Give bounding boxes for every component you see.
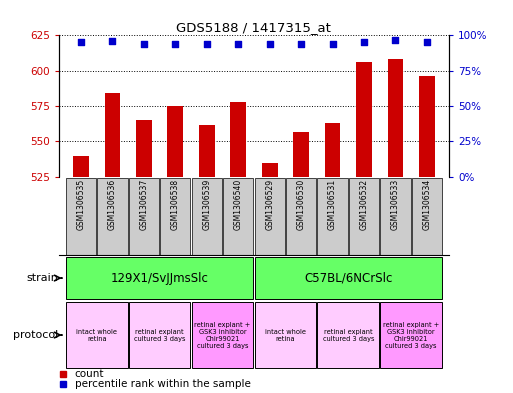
- Point: [108, 38, 116, 44]
- FancyBboxPatch shape: [66, 257, 253, 299]
- Text: protocol: protocol: [13, 330, 58, 340]
- Point: [234, 41, 242, 47]
- FancyBboxPatch shape: [254, 302, 316, 368]
- Text: GSM1306533: GSM1306533: [391, 179, 400, 230]
- FancyBboxPatch shape: [318, 302, 379, 368]
- Bar: [136, 120, 152, 177]
- Bar: [262, 163, 278, 177]
- Text: percentile rank within the sample: percentile rank within the sample: [74, 379, 250, 389]
- Point: [328, 41, 337, 47]
- Text: count: count: [74, 369, 104, 379]
- FancyBboxPatch shape: [380, 302, 442, 368]
- Title: GDS5188 / 1417315_at: GDS5188 / 1417315_at: [176, 21, 331, 34]
- Bar: [73, 156, 89, 177]
- Point: [171, 41, 180, 47]
- Bar: [387, 59, 403, 177]
- Point: [266, 41, 274, 47]
- FancyBboxPatch shape: [160, 178, 190, 255]
- Text: GSM1306531: GSM1306531: [328, 179, 337, 230]
- Text: 129X1/SvJJmsSlc: 129X1/SvJJmsSlc: [111, 272, 209, 285]
- Text: GSM1306537: GSM1306537: [140, 179, 148, 230]
- FancyBboxPatch shape: [254, 178, 285, 255]
- FancyBboxPatch shape: [66, 302, 128, 368]
- Bar: [419, 76, 435, 177]
- Bar: [199, 125, 214, 177]
- FancyBboxPatch shape: [412, 178, 442, 255]
- Bar: [293, 132, 309, 177]
- Text: strain: strain: [27, 273, 58, 283]
- Bar: [105, 94, 121, 177]
- Text: retinal explant +
GSK3 inhibitor
Chir99021
cultured 3 days: retinal explant + GSK3 inhibitor Chir990…: [194, 321, 251, 349]
- Point: [423, 39, 431, 46]
- Text: C57BL/6NCrSlc: C57BL/6NCrSlc: [304, 272, 392, 285]
- FancyBboxPatch shape: [192, 178, 222, 255]
- Text: GSM1306532: GSM1306532: [360, 179, 368, 230]
- FancyBboxPatch shape: [318, 178, 348, 255]
- Point: [203, 41, 211, 47]
- Point: [140, 41, 148, 47]
- Text: retinal explant
cultured 3 days: retinal explant cultured 3 days: [323, 329, 374, 342]
- FancyBboxPatch shape: [97, 178, 128, 255]
- FancyBboxPatch shape: [380, 178, 410, 255]
- Bar: [356, 62, 372, 177]
- Text: intact whole
retina: intact whole retina: [76, 329, 117, 342]
- FancyBboxPatch shape: [223, 178, 253, 255]
- Text: GSM1306538: GSM1306538: [171, 179, 180, 230]
- FancyBboxPatch shape: [286, 178, 316, 255]
- Text: GSM1306534: GSM1306534: [422, 179, 431, 230]
- FancyBboxPatch shape: [66, 178, 96, 255]
- Text: retinal explant
cultured 3 days: retinal explant cultured 3 days: [134, 329, 185, 342]
- Text: GSM1306535: GSM1306535: [76, 179, 86, 230]
- FancyBboxPatch shape: [349, 178, 379, 255]
- Point: [360, 39, 368, 46]
- Point: [391, 37, 400, 43]
- Point: [77, 39, 85, 46]
- Text: GSM1306529: GSM1306529: [265, 179, 274, 230]
- Text: GSM1306540: GSM1306540: [234, 179, 243, 230]
- FancyBboxPatch shape: [254, 257, 442, 299]
- Bar: [167, 106, 183, 177]
- FancyBboxPatch shape: [129, 302, 190, 368]
- Text: GSM1306539: GSM1306539: [202, 179, 211, 230]
- FancyBboxPatch shape: [192, 302, 253, 368]
- FancyBboxPatch shape: [129, 178, 159, 255]
- Text: GSM1306536: GSM1306536: [108, 179, 117, 230]
- Text: intact whole
retina: intact whole retina: [265, 329, 306, 342]
- Point: [297, 41, 305, 47]
- Bar: [230, 102, 246, 177]
- Text: retinal explant +
GSK3 inhibitor
Chir99021
cultured 3 days: retinal explant + GSK3 inhibitor Chir990…: [383, 321, 439, 349]
- Text: GSM1306530: GSM1306530: [297, 179, 306, 230]
- Bar: [325, 123, 341, 177]
